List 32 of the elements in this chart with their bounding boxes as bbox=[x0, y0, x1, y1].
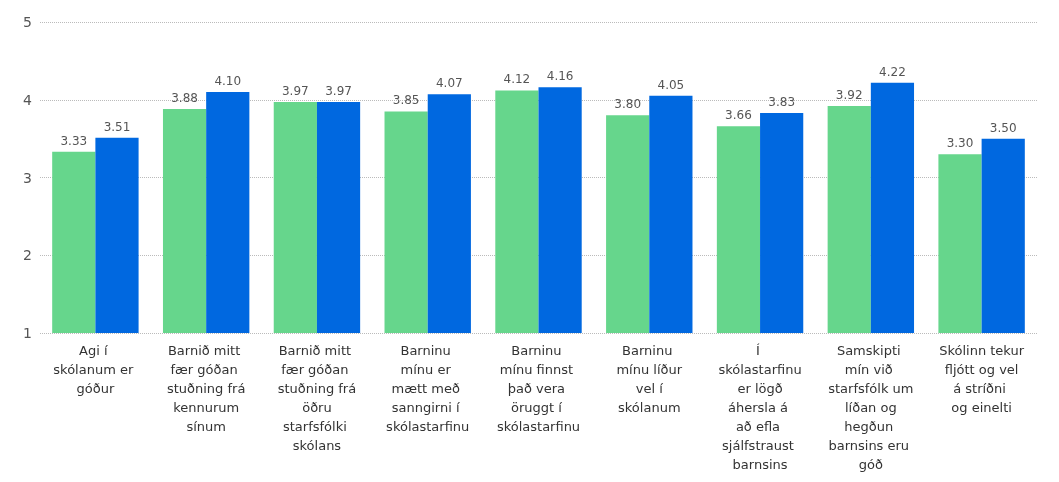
y-tick-label: 2 bbox=[23, 247, 32, 264]
data-label: 4.05 bbox=[657, 77, 685, 92]
data-label: 3.85 bbox=[392, 93, 420, 108]
x-tick-label: Barnið mitt fær góðan stuðning frá öðru starfsfólki skólans bbox=[277, 343, 357, 453]
y-tick-label: 3 bbox=[23, 169, 32, 186]
data-label: 4.12 bbox=[503, 72, 531, 87]
x-tick-label: Barninu mínu finnst það vera öruggt í skólastarfinu bbox=[496, 343, 581, 434]
data-label: 3.83 bbox=[768, 94, 796, 109]
data-label: 4.10 bbox=[214, 73, 242, 88]
x-tick-label: Agi í skólanum er góður bbox=[53, 343, 138, 396]
y-tick-label: 1 bbox=[23, 325, 32, 341]
data-label: 4.22 bbox=[879, 64, 906, 79]
x-tick-label: Skólinn tekur fljótt og vel á stríðni og einelti bbox=[939, 343, 1025, 415]
x-tick-label: Barninu mínu er mætt með sanngirni í skólastarfinu bbox=[386, 343, 470, 434]
data-label: 3.33 bbox=[60, 133, 88, 148]
data-label: 3.50 bbox=[989, 120, 1017, 135]
y-tick-label: 5 bbox=[23, 14, 32, 30]
data-label: 3.30 bbox=[946, 136, 974, 151]
data-label: 3.51 bbox=[103, 119, 131, 134]
x-tick-label: Barnið mitt fær góðan stuðning frá kennurum sínum bbox=[166, 343, 246, 434]
data-label: 3.97 bbox=[281, 84, 309, 99]
x-tick-label: Samskipti mín við starfsfólk um líðan og hegðun barnsins eru góð bbox=[828, 343, 914, 472]
data-label: 3.88 bbox=[171, 91, 198, 106]
data-label: 3.92 bbox=[835, 87, 863, 102]
data-label: 3.80 bbox=[614, 97, 642, 112]
data-label: 3.97 bbox=[325, 84, 352, 99]
data-label: 3.66 bbox=[725, 108, 752, 123]
y-tick-label: 4 bbox=[23, 91, 33, 108]
data-label: 4.07 bbox=[435, 76, 463, 91]
x-tick-label: Í skólastarfinu er lögð áhersla á að efla sjálfstraust barnsins bbox=[718, 343, 802, 472]
x-tick-label: Barninu mínu líður vel í skólanum bbox=[616, 343, 683, 415]
data-label: 4.16 bbox=[546, 69, 574, 84]
